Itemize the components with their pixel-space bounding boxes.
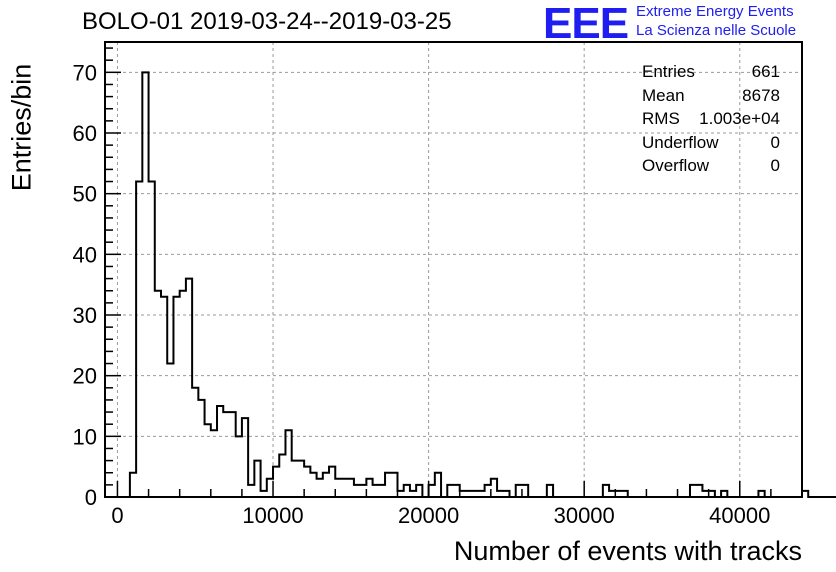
y-axis-label: Entries/bin bbox=[6, 63, 37, 192]
y-axis-ticks: 0 10 20 30 40 50 60 70 bbox=[73, 47, 121, 510]
x-tick-label: 10000 bbox=[242, 503, 303, 528]
eee-logo: EEE bbox=[543, 0, 629, 48]
logo-line-1: Extreme Energy Events bbox=[636, 3, 794, 20]
stat-label: Mean bbox=[642, 85, 685, 105]
y-tick-label: 60 bbox=[73, 121, 97, 146]
y-tick-label: 30 bbox=[73, 303, 97, 328]
x-tick-label: 20000 bbox=[398, 503, 459, 528]
stat-value: 1.003e+04 bbox=[699, 109, 780, 128]
x-tick-label: 40000 bbox=[709, 503, 770, 528]
stat-label: Overflow bbox=[642, 156, 710, 175]
logo-line-2: La Scienza nelle Scuole bbox=[636, 22, 797, 39]
histogram-line bbox=[117, 71, 836, 498]
stat-label: RMS bbox=[642, 109, 680, 128]
stat-label: Underflow bbox=[642, 132, 719, 152]
stat-overflow: Overflow 0 bbox=[642, 154, 780, 178]
stats-box: Entries 661 Mean 8678 RMS 1.003e+04 Unde… bbox=[642, 60, 780, 178]
x-tick-label: 30000 bbox=[554, 503, 615, 528]
y-tick-label: 10 bbox=[73, 424, 97, 449]
plot-frame bbox=[104, 41, 803, 498]
x-axis-label: Number of events with tracks bbox=[453, 536, 802, 566]
stat-value: 0 bbox=[770, 156, 780, 175]
axes bbox=[104, 41, 803, 498]
stat-value: 0 bbox=[770, 132, 780, 152]
stat-underflow: Underflow 0 bbox=[642, 131, 780, 155]
stat-value: 661 bbox=[751, 62, 780, 81]
y-tick-label: 0 bbox=[85, 485, 97, 510]
stat-entries: Entries 661 bbox=[642, 60, 780, 84]
y-tick-label: 20 bbox=[73, 364, 97, 389]
grid-lines bbox=[105, 42, 802, 497]
x-axis-ticks: 0 10000 20000 30000 40000 bbox=[111, 481, 803, 528]
y-tick-label: 50 bbox=[73, 182, 97, 207]
y-tick-label: 70 bbox=[73, 60, 97, 85]
stat-rms: RMS 1.003e+04 bbox=[642, 107, 780, 131]
x-tick-label: 0 bbox=[111, 503, 123, 528]
stat-mean: Mean 8678 bbox=[642, 84, 780, 108]
eee-logo-text: Extreme Energy Events La Scienza nelle S… bbox=[636, 2, 796, 40]
y-tick-label: 40 bbox=[73, 242, 97, 267]
chart-title: BOLO-01 2019-03-24--2019-03-25 bbox=[82, 8, 452, 35]
stat-label: Entries bbox=[642, 62, 695, 81]
stat-value: 8678 bbox=[742, 85, 780, 105]
